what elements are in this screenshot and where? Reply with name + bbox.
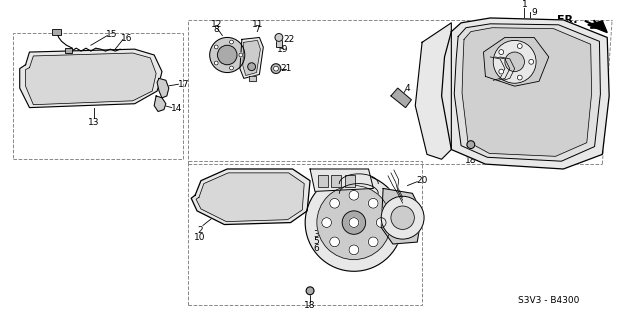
Text: 10: 10 <box>194 233 206 242</box>
Text: 8: 8 <box>214 25 219 34</box>
Circle shape <box>317 186 391 260</box>
Polygon shape <box>484 37 549 86</box>
Text: 16: 16 <box>121 34 132 43</box>
Text: 9: 9 <box>531 8 537 17</box>
Text: 15: 15 <box>106 30 117 39</box>
Circle shape <box>274 66 278 71</box>
Text: 12: 12 <box>211 20 222 29</box>
Circle shape <box>214 61 218 65</box>
Text: 22: 22 <box>283 35 294 44</box>
Polygon shape <box>196 173 304 221</box>
Circle shape <box>305 174 402 271</box>
Bar <box>318 175 328 187</box>
Circle shape <box>349 245 359 255</box>
Circle shape <box>271 64 281 74</box>
Text: 14: 14 <box>171 104 182 113</box>
Polygon shape <box>310 169 373 191</box>
Text: 19: 19 <box>277 45 289 54</box>
Circle shape <box>275 34 282 41</box>
Polygon shape <box>20 49 162 108</box>
Polygon shape <box>191 169 310 225</box>
Text: 6: 6 <box>313 244 319 253</box>
Text: 1: 1 <box>521 0 528 9</box>
Circle shape <box>210 37 245 73</box>
Bar <box>188 161 422 305</box>
Circle shape <box>368 198 378 208</box>
Polygon shape <box>249 76 256 81</box>
Circle shape <box>349 218 359 228</box>
Polygon shape <box>462 28 592 156</box>
Polygon shape <box>26 53 156 105</box>
Text: 2: 2 <box>197 226 202 235</box>
Circle shape <box>505 52 524 72</box>
Polygon shape <box>454 24 601 161</box>
Circle shape <box>349 190 359 200</box>
Circle shape <box>342 211 366 234</box>
Circle shape <box>322 218 331 228</box>
Text: 18: 18 <box>465 156 477 165</box>
Circle shape <box>499 50 504 54</box>
Circle shape <box>493 40 536 83</box>
Text: 18: 18 <box>304 301 316 310</box>
Text: 7: 7 <box>254 25 261 34</box>
Circle shape <box>368 237 378 247</box>
Text: 11: 11 <box>252 20 263 29</box>
Circle shape <box>376 218 386 228</box>
Text: 13: 13 <box>88 118 99 127</box>
Circle shape <box>217 45 237 65</box>
Circle shape <box>381 196 424 239</box>
Polygon shape <box>154 96 166 111</box>
Text: 17: 17 <box>177 80 189 89</box>
Text: 21: 21 <box>280 64 291 73</box>
Circle shape <box>214 45 218 49</box>
Circle shape <box>391 206 414 229</box>
Circle shape <box>518 44 522 49</box>
Circle shape <box>229 66 233 70</box>
Polygon shape <box>415 23 451 159</box>
Bar <box>64 48 72 53</box>
Circle shape <box>330 198 339 208</box>
Bar <box>13 33 183 159</box>
Text: 4: 4 <box>404 84 410 92</box>
Circle shape <box>239 53 243 57</box>
Circle shape <box>499 69 504 74</box>
Text: S3V3 - B4300: S3V3 - B4300 <box>518 296 579 305</box>
Polygon shape <box>442 18 609 169</box>
Bar <box>52 29 61 35</box>
Polygon shape <box>240 37 263 78</box>
Polygon shape <box>243 40 261 76</box>
Bar <box>276 37 282 47</box>
Bar <box>345 175 355 187</box>
Polygon shape <box>588 21 608 33</box>
Text: 5: 5 <box>313 236 319 245</box>
Circle shape <box>248 63 256 71</box>
Text: FR.: FR. <box>556 15 577 25</box>
Text: 20: 20 <box>416 176 428 185</box>
Circle shape <box>518 75 522 80</box>
Polygon shape <box>157 78 169 98</box>
Text: 3: 3 <box>313 230 319 239</box>
Polygon shape <box>381 188 422 244</box>
Bar <box>331 175 341 187</box>
Circle shape <box>529 60 534 64</box>
Circle shape <box>306 287 314 295</box>
Polygon shape <box>391 88 411 108</box>
Circle shape <box>330 237 339 247</box>
Circle shape <box>467 141 475 148</box>
Circle shape <box>229 40 233 44</box>
